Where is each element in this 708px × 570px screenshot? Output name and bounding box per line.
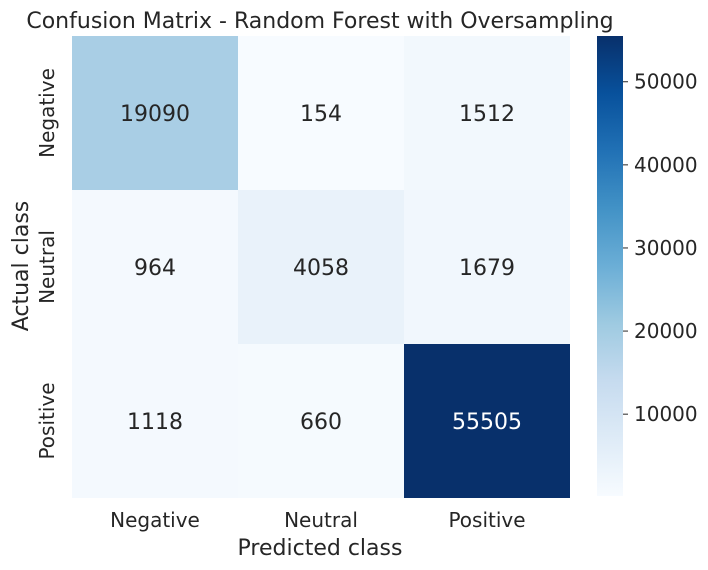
heatmap-cell — [72, 344, 238, 498]
y-tick-label: Negative — [35, 68, 59, 158]
heatmap-cell — [238, 190, 404, 344]
colorbar-ticks: 10000 20000 30000 40000 50000 — [623, 70, 698, 426]
heatmap-cells — [72, 36, 570, 498]
cell-value-label: 19090 — [120, 102, 190, 127]
cell-value-label: 1679 — [459, 256, 515, 281]
colorbar-tick-label: 20000 — [634, 319, 698, 343]
colorbar-tick-label: 30000 — [634, 236, 698, 260]
colorbar-tick-label: 50000 — [634, 70, 698, 94]
x-tick-label: Neutral — [284, 508, 358, 532]
y-tick-label: Positive — [35, 382, 59, 459]
cell-value-label: 964 — [134, 256, 176, 281]
heatmap-cell — [404, 36, 570, 190]
colorbar — [597, 36, 623, 496]
heatmap-cell — [238, 36, 404, 190]
heatmap-cell — [238, 344, 404, 498]
x-tick-label: Positive — [448, 508, 525, 532]
cell-value-label: 55505 — [452, 410, 522, 435]
x-tick-label: Negative — [110, 508, 200, 532]
y-axis-label: Actual class — [9, 201, 34, 332]
cell-value-label: 1512 — [459, 102, 515, 127]
y-tick-labels: Negative Neutral Positive — [35, 68, 59, 459]
colorbar-tick-label: 40000 — [634, 153, 698, 177]
cell-value-label: 660 — [300, 410, 342, 435]
cell-value-label: 154 — [300, 102, 342, 127]
heatmap-cell — [404, 344, 570, 498]
heatmap-cell — [404, 190, 570, 344]
x-axis-label: Predicted class — [238, 536, 403, 561]
cell-value-label: 1118 — [127, 410, 183, 435]
heatmap-cell — [72, 36, 238, 190]
colorbar-tick-label: 10000 — [634, 402, 698, 426]
heatmap-annotations: 19090 154 1512 964 4058 1679 1118 660 55505 — [120, 102, 522, 435]
x-tick-labels: Negative Neutral Positive — [110, 508, 525, 532]
chart-title: Confusion Matrix - Random Forest with Ov… — [26, 9, 613, 34]
cell-value-label: 4058 — [293, 256, 349, 281]
heatmap-cell — [72, 190, 238, 344]
y-tick-label: Neutral — [35, 230, 59, 304]
